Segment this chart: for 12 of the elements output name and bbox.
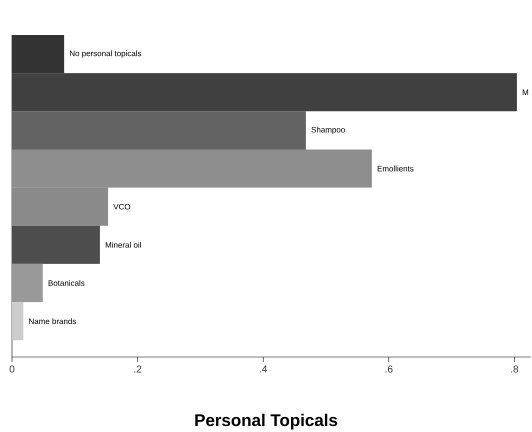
bar — [12, 73, 517, 112]
bar — [12, 111, 306, 150]
bar — [12, 264, 43, 302]
bar — [12, 34, 64, 74]
text: Personal Topicals — [195, 414, 338, 430]
x-tick-label: 0 — [10, 366, 14, 373]
bar — [12, 302, 24, 340]
x-tick-label: .6 — [386, 366, 393, 373]
x-tick-label: .4 — [260, 366, 268, 372]
x-tick-label: .8 — [511, 366, 518, 373]
bar — [12, 226, 100, 264]
x-tick-label: .2 — [134, 366, 142, 372]
